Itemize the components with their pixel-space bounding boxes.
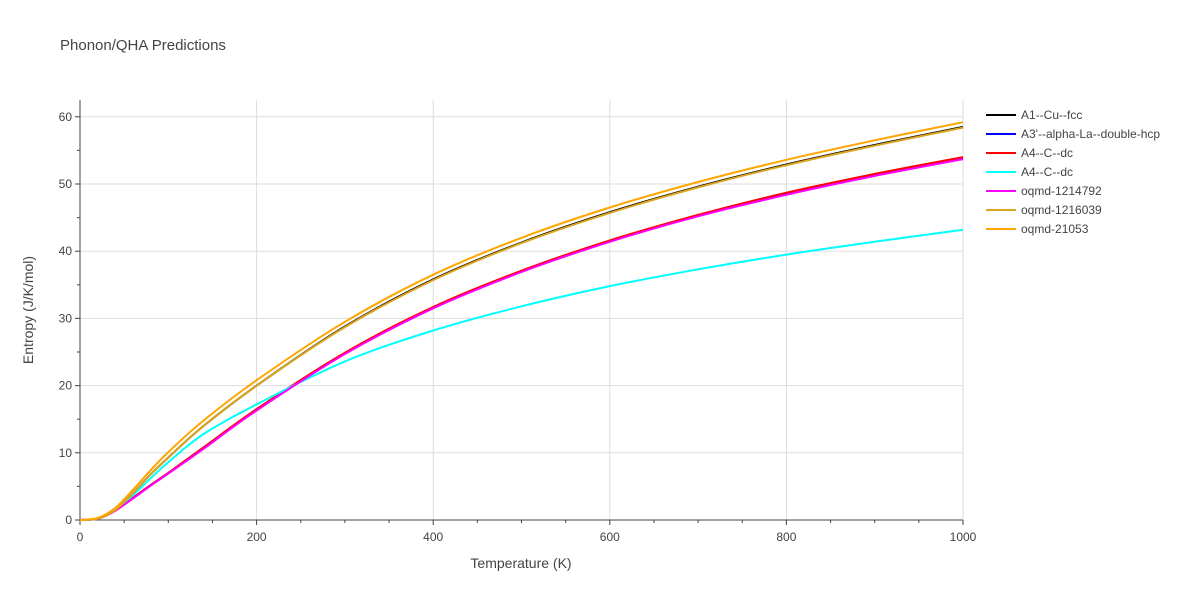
- legend-item-3[interactable]: A4--C--dc: [986, 146, 1073, 160]
- legend-label: A1--Cu--fcc: [1021, 108, 1082, 122]
- x-tick-label: 200: [247, 530, 267, 544]
- series-line-3: [79, 156, 964, 521]
- y-tick-label: 10: [59, 446, 73, 460]
- axes: [75, 100, 964, 525]
- legend-item-6[interactable]: oqmd-1216039: [986, 203, 1102, 217]
- series-line-5: [79, 158, 964, 521]
- x-axis-title: Temperature (K): [470, 555, 571, 571]
- y-tick-label: 60: [59, 110, 73, 124]
- legend-label: A4--C--dc: [1021, 146, 1073, 160]
- y-tick-label: 0: [65, 513, 72, 527]
- legend[interactable]: A1--Cu--fcc A3'--alpha-La--double-hcp A4--…: [986, 108, 1160, 236]
- legend-item-2[interactable]: A3'--alpha-La--double-hcp: [986, 127, 1160, 141]
- legend-label: A4--C--dc: [1021, 165, 1073, 179]
- series-lines: [79, 121, 964, 521]
- x-tick-label: 0: [77, 530, 84, 544]
- series-line-7: [79, 121, 964, 521]
- y-tick-label: 30: [59, 311, 73, 325]
- legend-label: oqmd-21053: [1021, 222, 1089, 236]
- legend-label: A3'--alpha-La--double-hcp: [1021, 127, 1160, 141]
- x-tick-label: 400: [423, 530, 443, 544]
- legend-item-1[interactable]: A1--Cu--fcc: [986, 108, 1082, 122]
- y-axis-title: Entropy (J/K/mol): [20, 256, 36, 364]
- legend-label: oqmd-1216039: [1021, 203, 1102, 217]
- grid-lines: [80, 100, 964, 520]
- legend-item-5[interactable]: oqmd-1214792: [986, 184, 1102, 198]
- legend-label: oqmd-1214792: [1021, 184, 1102, 198]
- tick-labels: 0 200 400 600 800 1000 0 10 20 30 40 50 60: [59, 110, 977, 544]
- series-line-6: [79, 126, 964, 521]
- legend-item-7[interactable]: oqmd-21053: [986, 222, 1089, 236]
- chart-title: Phonon/QHA Predictions: [60, 37, 226, 54]
- legend-item-4[interactable]: A4--C--dc: [986, 165, 1073, 179]
- y-tick-label: 40: [59, 244, 73, 258]
- series-line-2: [79, 156, 964, 521]
- x-tick-label: 800: [776, 530, 796, 544]
- x-tick-label: 1000: [950, 530, 977, 544]
- series-line-4: [79, 228, 964, 521]
- x-tick-label: 600: [600, 530, 620, 544]
- y-tick-label: 50: [59, 177, 73, 191]
- y-tick-label: 20: [59, 379, 73, 393]
